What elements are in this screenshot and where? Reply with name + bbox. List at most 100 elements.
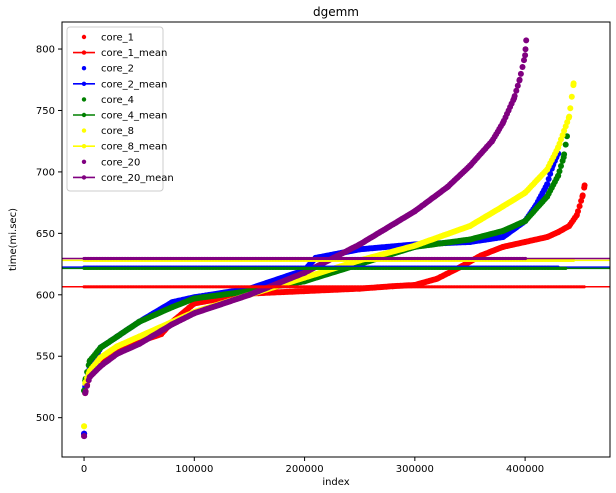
point-core_4 [191, 295, 198, 302]
y-tick-label: 750 [36, 106, 55, 117]
point-core_20 [191, 310, 198, 317]
point-core_4 [97, 344, 104, 351]
y-tick-label: 600 [36, 290, 55, 301]
legend-label-core_8_mean: core_8_mean [101, 142, 167, 153]
ticks: 0 100000 200000 300000 400000 500 550 600 650 700… [36, 45, 544, 475]
point-core_4 [467, 236, 473, 243]
y-tick-label: 650 [36, 229, 55, 240]
point-core_4 [500, 227, 506, 234]
y-tick-label: 700 [36, 167, 55, 178]
point-core_1 [579, 193, 586, 200]
point-core_20 [523, 37, 530, 44]
point-core_2 [545, 176, 552, 182]
point-core_8 [570, 80, 577, 87]
point-core_8 [97, 354, 104, 361]
point-core_1 [573, 211, 580, 218]
point-core_20 [136, 340, 143, 347]
point-core_20 [521, 57, 527, 64]
legend-label-core_1_mean: core_1_mean [101, 48, 167, 59]
mean-marker-core_20 [523, 256, 528, 261]
point-core_8 [467, 223, 473, 229]
point-core_1 [301, 288, 308, 295]
point-core_8 [568, 93, 575, 100]
legend-marker-core_8 [81, 128, 87, 133]
legend-label-core_2_mean: core_2_mean [101, 79, 167, 90]
point-core_20 [82, 390, 89, 397]
point-core_20 [513, 87, 520, 94]
point-core_20 [246, 291, 253, 298]
point-core_20 [514, 82, 521, 89]
point-core_20 [444, 183, 451, 190]
point-core_4 [169, 304, 176, 311]
point-core_4 [136, 318, 143, 325]
legend-line-marker-core_2_mean [81, 81, 87, 87]
point-core_2 [547, 170, 554, 177]
point-core_1 [576, 203, 583, 210]
legend-line-marker-core_1_mean [81, 50, 87, 55]
point-core_20 [86, 374, 93, 381]
x-axis-label: index [322, 477, 349, 488]
x-tick-label: 100000 [175, 464, 213, 475]
legend-label-core_2: core_2 [101, 64, 134, 75]
point-core_1 [581, 182, 588, 189]
point-core_2 [500, 234, 506, 240]
point-core_8 [136, 333, 143, 340]
legend-marker-core_20 [81, 159, 87, 164]
point-core_8 [114, 343, 121, 350]
legend-marker-core_2 [81, 66, 87, 71]
point-core_20 [169, 321, 176, 328]
y-tick-label: 800 [36, 45, 55, 56]
point-core_20 [356, 241, 363, 248]
mean-line-core_1 [62, 285, 610, 289]
x-tick-label: 400000 [506, 464, 544, 475]
point-core_20 [81, 433, 88, 440]
legend-label-core_1: core_1 [101, 33, 134, 44]
legend-label-core_8: core_8 [101, 126, 134, 137]
point-core_20 [511, 95, 518, 102]
point-core_4 [555, 172, 562, 179]
point-core_20 [411, 208, 418, 215]
point-core_1 [500, 243, 506, 250]
legend-line-marker-core_4_mean [81, 112, 87, 118]
mean-marker-core_8 [571, 258, 576, 262]
y-axis-label: time(mi.sec) [8, 208, 19, 271]
x-tick-label: 0 [81, 464, 87, 475]
point-core_8 [544, 166, 551, 173]
series-core_20 [81, 37, 530, 440]
point-core_20 [517, 70, 524, 77]
point-core_20 [519, 64, 526, 70]
point-core_20 [301, 269, 308, 276]
point-core_20 [114, 350, 121, 357]
mean-line-core_4 [62, 266, 610, 270]
legend-box [66, 26, 164, 192]
point-core_8 [500, 203, 506, 210]
point-core_8 [411, 242, 418, 249]
mean-marker-core_4 [564, 266, 568, 270]
plot-area [62, 37, 610, 440]
y-tick-label: 500 [36, 413, 55, 424]
mean-marker-core_1 [582, 285, 586, 289]
legend-label-core_20_mean: core_20_mean [101, 173, 174, 184]
point-core_20 [516, 76, 523, 83]
point-core_4 [114, 333, 121, 340]
point-core_8 [555, 144, 562, 151]
point-core_4 [86, 358, 93, 365]
x-tick-label: 200000 [285, 464, 323, 475]
point-core_8 [81, 423, 88, 430]
chart-title: dgemm [313, 5, 359, 19]
point-core_1 [566, 223, 573, 229]
point-core_8 [567, 105, 574, 112]
point-core_20 [500, 119, 506, 126]
point-core_4 [560, 154, 567, 161]
point-core_1 [555, 229, 562, 236]
legend-marker-core_1 [81, 34, 87, 40]
mean-line-core_20 [62, 256, 610, 261]
legend: core_1 core_1_mean core_2 core_2_mean core_4… [66, 26, 174, 192]
point-core_4 [558, 163, 564, 169]
point-core_20 [522, 46, 529, 53]
y-tick-label: 550 [36, 352, 55, 363]
legend-line-marker-core_20_mean [81, 175, 87, 180]
plot-frame [61, 21, 611, 458]
legend-label-core_4_mean: core_4_mean [101, 111, 167, 122]
